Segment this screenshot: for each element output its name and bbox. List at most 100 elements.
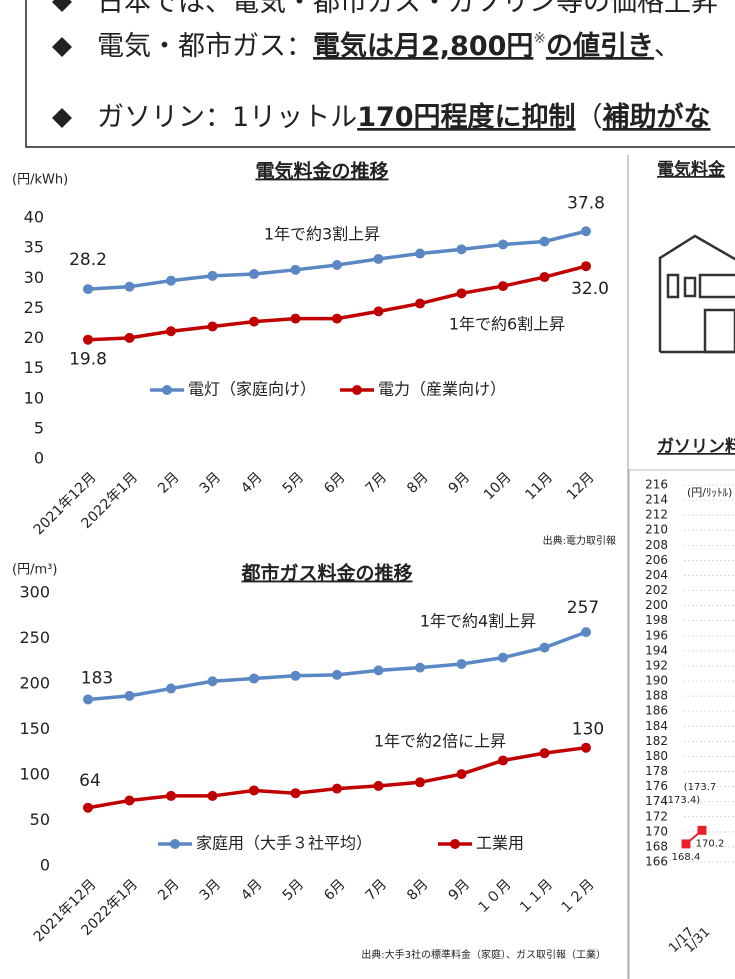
y-tick-label: 10 xyxy=(24,388,44,407)
bullet-part: 170円程度に抑制 xyxy=(357,101,575,133)
legend-label: 家庭用（大手３社平均） xyxy=(196,834,372,853)
data-point xyxy=(456,658,467,669)
y-tick-label: 25 xyxy=(24,298,44,317)
y-tick-label: 0 xyxy=(40,856,50,875)
y-tick-label: 202 xyxy=(645,583,668,597)
data-point xyxy=(373,665,384,676)
y-tick-label: 188 xyxy=(645,689,668,703)
y-axis-unit: (円/kWh) xyxy=(12,173,68,188)
side-heading: 電気料金 xyxy=(657,159,726,180)
bullet-part: 電気・都市ガス： xyxy=(97,31,313,62)
data-point xyxy=(373,253,384,264)
x-tick-label: 3月 xyxy=(197,876,225,904)
header-box xyxy=(25,0,735,148)
chart-title: 電気料金の推移 xyxy=(255,160,388,183)
annotation: 1年で約2倍に上昇 xyxy=(374,732,506,751)
y-tick-label: 174 xyxy=(645,794,668,808)
data-point xyxy=(249,269,259,280)
data-point xyxy=(373,306,384,317)
x-tick-label: 10月 xyxy=(481,469,515,503)
data-point xyxy=(249,785,259,796)
bullet-part: 補助がな xyxy=(602,101,711,133)
y-tick-label: 178 xyxy=(645,764,668,778)
y-tick-label: 214 xyxy=(645,493,668,507)
y-tick-label: 182 xyxy=(645,734,668,748)
bullet-text: 電気・都市ガス：電気は月2,800円※の値引き、 xyxy=(97,29,681,62)
y-tick-label: 168 xyxy=(645,839,668,853)
data-point xyxy=(124,332,135,343)
y-tick-label: 30 xyxy=(24,268,44,287)
data-point xyxy=(207,321,218,332)
y-tick-label: 300 xyxy=(19,583,50,602)
data-point xyxy=(581,261,591,272)
data-point xyxy=(83,334,93,345)
y-tick-label: 250 xyxy=(19,628,50,647)
y-tick-label: 200 xyxy=(19,674,50,693)
legend-label: 工業用 xyxy=(476,834,524,853)
data-point xyxy=(373,780,384,791)
data-point xyxy=(124,795,135,806)
x-tick-label: 7月 xyxy=(363,469,391,497)
data-point xyxy=(456,769,467,780)
x-tick-label: 7月 xyxy=(363,876,391,904)
data-point xyxy=(539,272,550,283)
x-tick-label: 8月 xyxy=(404,469,432,497)
annotation: (173.7 xyxy=(684,782,717,793)
data-label: 28.2 xyxy=(69,250,107,270)
y-tick-label: 5 xyxy=(34,418,44,437)
annotation: 1年で約6割上昇 xyxy=(449,315,565,334)
y-tick-label: 216 xyxy=(645,478,668,492)
data-point xyxy=(207,790,218,801)
data-point xyxy=(290,670,301,681)
y-tick-label: 208 xyxy=(645,538,668,552)
bullet-text: ガソリン：1リットル170円程度に抑制（補助がな xyxy=(97,101,711,133)
data-point xyxy=(581,627,591,638)
y-tick-label: 194 xyxy=(645,643,668,657)
data-point xyxy=(415,777,425,788)
gasoline-panel xyxy=(628,469,735,979)
data-label: 64 xyxy=(79,771,101,791)
data-point xyxy=(332,783,342,794)
annotation: 1年で約4割上昇 xyxy=(420,612,536,631)
x-tick-label: 9月 xyxy=(446,876,474,904)
series-line xyxy=(87,745,587,810)
data-label: 130 xyxy=(572,720,604,740)
x-tick-label: 6月 xyxy=(321,876,349,904)
bullet-part: ※ xyxy=(533,29,546,47)
data-point xyxy=(166,326,176,337)
x-tick-label: 5月 xyxy=(280,876,308,904)
x-tick-label: 6月 xyxy=(321,469,349,497)
x-tick-label: 2月 xyxy=(155,876,183,904)
data-point xyxy=(166,790,176,801)
data-point xyxy=(332,669,342,680)
y-tick-label: 200 xyxy=(645,598,668,612)
y-tick-label: 20 xyxy=(24,328,44,347)
y-tick-label: 172 xyxy=(645,809,668,823)
data-point xyxy=(415,298,425,309)
x-tick-label: 11月 xyxy=(522,469,556,503)
data-point xyxy=(290,264,301,275)
bullet-part: 日本では、電気・都市ガス・ガソリン等の価格上昇 xyxy=(97,0,718,18)
y-tick-label: 176 xyxy=(645,779,668,793)
data-point xyxy=(207,676,218,687)
annotation: (173.4) xyxy=(664,795,701,806)
data-point xyxy=(581,226,591,237)
y-tick-label: 212 xyxy=(645,508,668,522)
data-point xyxy=(83,694,93,705)
y-tick-label: 50 xyxy=(30,810,50,829)
x-tick-label: １１月 xyxy=(515,876,556,917)
data-point xyxy=(124,281,135,292)
data-point xyxy=(498,755,508,766)
data-point xyxy=(539,642,550,653)
data-point xyxy=(166,275,176,286)
x-tick-label: 8月 xyxy=(404,876,432,904)
data-point xyxy=(166,683,176,694)
y-tick-label: 210 xyxy=(645,523,668,537)
y-tick-label: 170 xyxy=(645,824,668,838)
side-heading: ガソリン料 xyxy=(657,436,735,457)
data-point xyxy=(290,313,301,324)
x-tick-label: １０月 xyxy=(474,876,515,917)
bullet-part: の値引き xyxy=(546,31,654,62)
data-label: 257 xyxy=(567,598,599,618)
